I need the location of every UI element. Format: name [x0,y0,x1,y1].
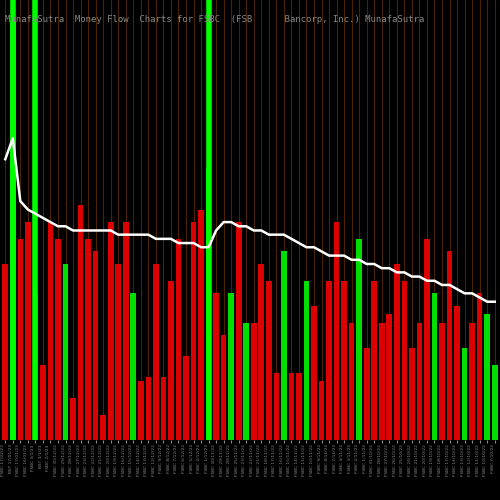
Bar [2,264,8,440]
Bar [176,239,182,440]
Bar [236,222,242,440]
Bar [251,322,256,440]
Bar [62,264,68,440]
Bar [190,222,196,440]
Bar [492,364,498,440]
Bar [364,348,370,440]
Bar [100,415,106,440]
Bar [274,373,279,440]
Bar [326,281,332,440]
Bar [40,364,46,440]
Bar [10,21,16,440]
Bar [432,294,438,440]
Bar [304,281,310,440]
Bar [123,222,128,440]
Bar [334,222,340,440]
Bar [86,239,91,440]
Text: MunafaSutra  Money Flow  Charts for FSBC  (FSB      Bancorp, Inc.) MunafaSutra: MunafaSutra Money Flow Charts for FSBC (… [5,15,424,24]
Bar [266,281,272,440]
Bar [138,382,143,440]
Bar [386,314,392,440]
Bar [70,398,76,440]
Bar [446,252,452,440]
Bar [244,322,249,440]
Bar [160,377,166,440]
Bar [25,222,30,440]
Bar [416,322,422,440]
Bar [462,348,468,440]
Bar [477,294,482,440]
Bar [372,281,377,440]
Bar [318,382,324,440]
Bar [221,335,226,440]
Bar [402,281,407,440]
Bar [296,373,302,440]
Bar [258,264,264,440]
Bar [168,281,174,440]
Bar [342,281,347,440]
Bar [288,373,294,440]
Bar [183,356,189,440]
Bar [439,322,445,440]
Bar [349,322,354,440]
Bar [116,264,121,440]
Bar [424,239,430,440]
Bar [409,348,414,440]
Bar [206,168,212,440]
Bar [153,264,158,440]
Bar [130,294,136,440]
Bar [48,222,54,440]
Bar [470,322,475,440]
Bar [228,294,234,440]
Bar [146,377,151,440]
Bar [55,239,61,440]
Bar [394,264,400,440]
Bar [356,239,362,440]
Bar [454,306,460,440]
Bar [311,306,317,440]
Bar [108,222,114,440]
Bar [198,210,204,440]
Bar [379,322,384,440]
Bar [484,314,490,440]
Bar [18,239,23,440]
Bar [93,252,98,440]
Bar [32,294,38,440]
Bar [281,252,286,440]
Bar [78,206,84,440]
Bar [214,294,219,440]
